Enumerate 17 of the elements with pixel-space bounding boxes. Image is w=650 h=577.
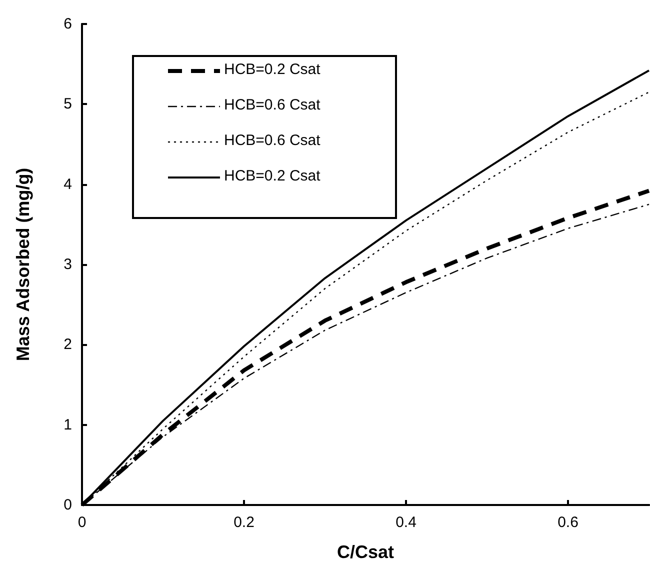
x-tick-label: 0.6: [558, 514, 578, 531]
y-axis-title: Mass Adsorbed (mg/g): [13, 168, 33, 362]
legend-label: HCB=0.2 Csat: [224, 168, 322, 184]
y-tick-label: 0: [64, 496, 72, 514]
x-tick-label: 0.4: [396, 514, 416, 531]
y-tick-label: 1: [64, 416, 72, 434]
y-tick-label: 6: [64, 16, 72, 32]
legend-label: HCB=0.2 Csat: [224, 61, 322, 78]
y-tick-label: 2: [64, 336, 72, 354]
legend-label: HCB=0.6 Csat: [224, 96, 322, 114]
x-tick-label: 0.2: [234, 514, 254, 531]
x-axis-title: C/Csat: [336, 542, 394, 562]
y-tick-label: 4: [64, 176, 72, 193]
y-tick-label: 3: [64, 256, 72, 273]
x-tick-label: 0: [78, 514, 86, 531]
y-tick-label: 5: [64, 96, 72, 113]
legend-label: HCB=0.6 Csat: [224, 132, 322, 149]
